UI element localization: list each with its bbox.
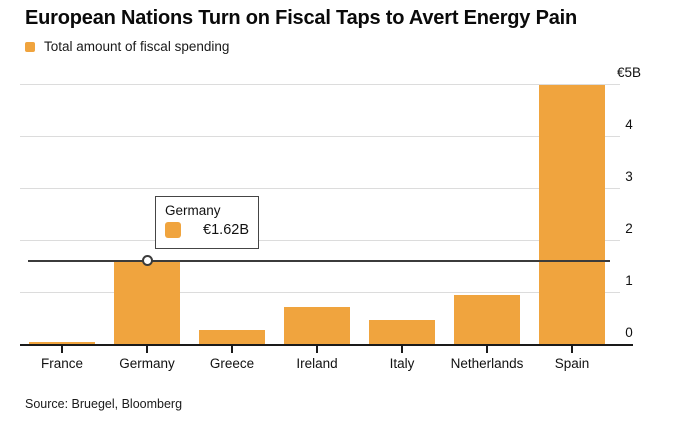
x-axis-tick [316,346,318,353]
source-attribution: Source: Bruegel, Bloomberg [25,397,183,411]
gridline-y-2 [20,240,620,241]
bar-ireland[interactable] [284,307,350,345]
legend: Total amount of fiscal spending [25,39,229,54]
x-axis-line [20,344,633,346]
y-axis-tick-label: 0 [625,325,633,340]
y-axis-tick-label: 3 [625,169,633,184]
x-axis-label-germany: Germany [119,356,175,371]
bar-germany[interactable] [114,261,180,345]
hover-tooltip: Germany €1.62B [155,196,259,249]
x-axis-label-netherlands: Netherlands [450,356,524,371]
y-axis-tick-label: €5B [616,65,642,80]
legend-label: Total amount of fiscal spending [44,39,230,54]
bar-netherlands[interactable] [454,295,520,345]
tooltip-value: €1.62B [203,222,249,238]
y-axis-tick-label: 2 [625,221,633,236]
x-axis-label-greece: Greece [209,356,255,371]
hover-point-marker-icon [142,255,153,266]
hover-reference-line [28,259,610,262]
legend-swatch-icon [25,41,35,52]
gridline-y-1 [20,292,620,293]
bar-france[interactable] [29,342,95,345]
bar-spain[interactable] [539,85,605,345]
x-axis-label-spain: Spain [554,356,590,371]
gridline-y-4 [20,136,620,137]
y-axis-tick-label: 4 [625,117,633,132]
x-axis-label-italy: Italy [389,356,415,371]
x-axis-label-france: France [40,356,84,371]
y-axis-tick-label: 1 [625,273,633,288]
x-axis-tick [146,346,148,353]
x-axis-tick [571,346,573,353]
x-axis-tick [401,346,403,353]
bar-greece[interactable] [199,330,265,345]
bar-italy[interactable] [369,320,435,345]
x-axis-tick [61,346,63,353]
x-axis-tick [486,346,488,353]
tooltip-series-swatch-icon [165,222,181,238]
tooltip-category-label: Germany [165,203,221,218]
chart-title: European Nations Turn on Fiscal Taps to … [25,7,578,29]
x-axis-tick [231,346,233,353]
x-axis-label-ireland: Ireland [296,356,338,371]
gridline-y-3 [20,188,620,189]
gridline-y-5 [20,84,620,85]
